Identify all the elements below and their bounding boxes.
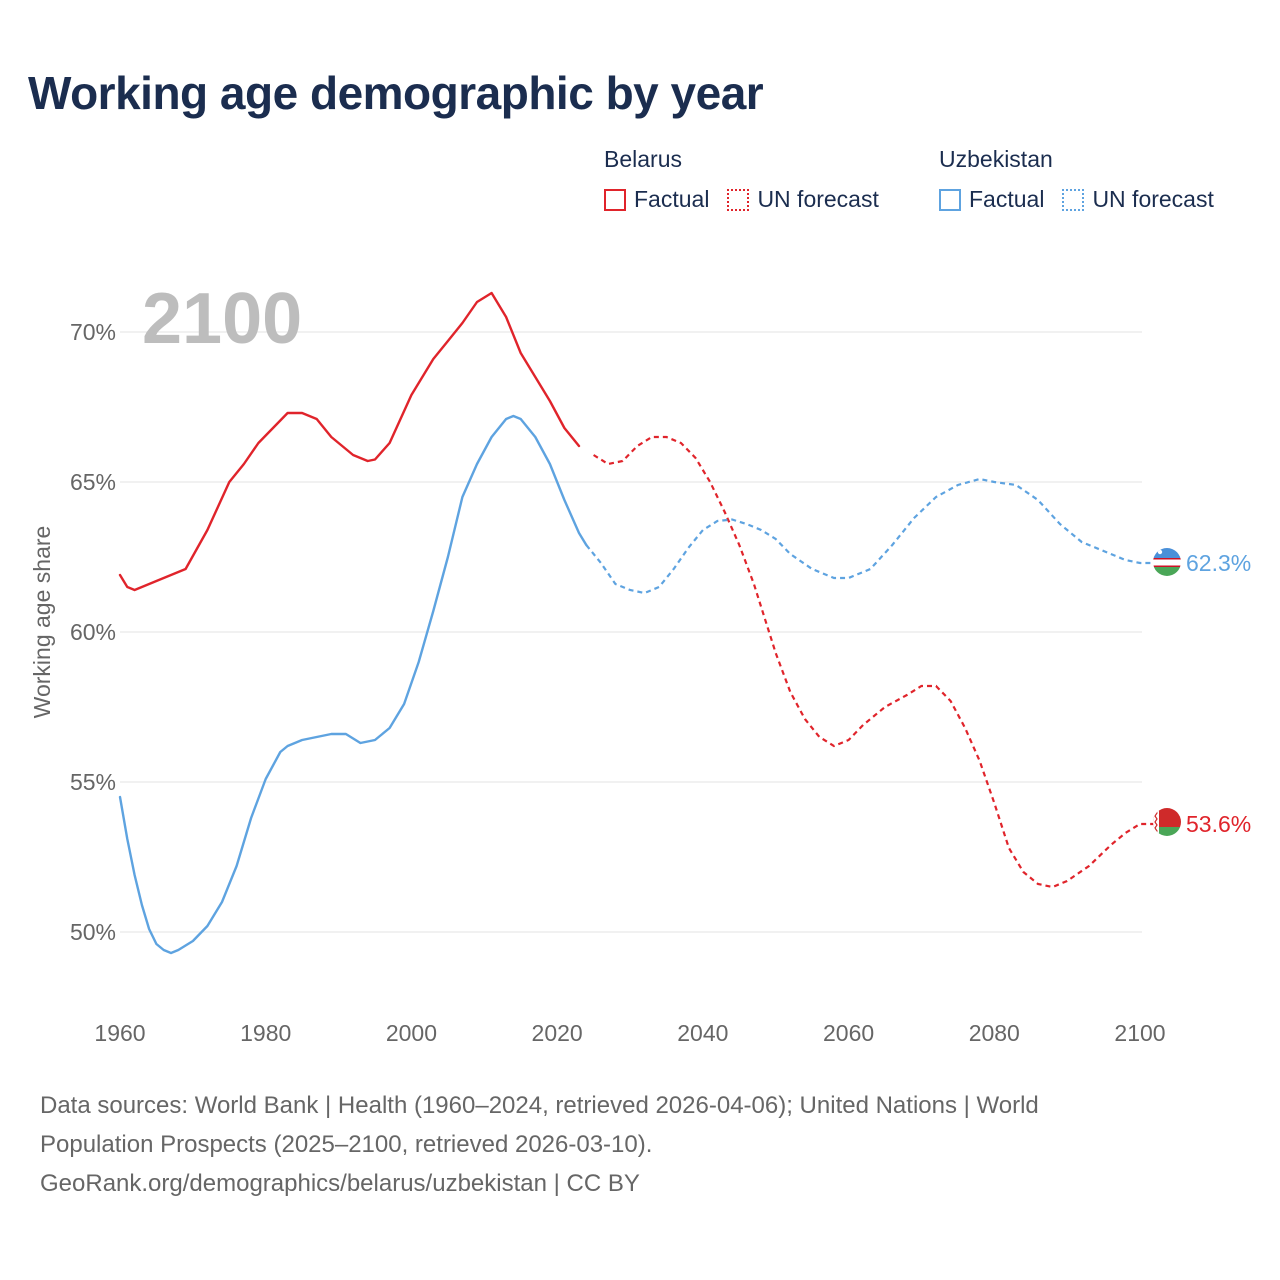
uzbekistan-flag-icon [1153,548,1181,576]
data-source-note: Data sources: World Bank | Health (1960–… [40,1086,1200,1203]
x-tick-label: 1960 [94,1020,145,1046]
chart-title: Working age demographic by year [28,67,764,119]
uzbekistan-factual-line[interactable] [118,414,588,955]
y-tick-label: 70% [70,319,116,345]
x-tick-label: 2000 [386,1020,437,1046]
swatch-solid [939,188,961,211]
source-line-3: GeoRank.org/demographics/belarus/uzbekis… [40,1170,640,1197]
belarus-forecast-line[interactable] [593,435,1162,889]
legend-country-name: Uzbekistan [939,146,1053,172]
legend-item-belarus-factual[interactable]: Factual [604,186,709,213]
source-line-2: Population Prospects (2025–2100, retriev… [40,1131,653,1158]
legend-item-belarus-forecast[interactable]: UN forecast [727,186,879,213]
x-tick-label: 1980 [240,1020,291,1046]
x-tick-label: 2060 [823,1020,874,1046]
y-tick-label: 65% [70,469,116,495]
year-watermark: 2100 [142,279,302,359]
legend-item-uzbekistan-factual[interactable]: Factual [939,186,1044,213]
y-tick-label: 55% [70,769,116,795]
x-tick-label: 2040 [677,1020,728,1046]
uzbekistan-forecast-line[interactable] [585,477,1162,595]
y-tick-label: 50% [70,919,116,945]
line-chart: 50% 55% 60% 65% 70% 1960 1980 2000 2020 2040 2060 2… [29,279,1251,1046]
swatch-dotted [1062,188,1085,211]
x-tick-label: 2080 [969,1020,1020,1046]
source-line-1: Data sources: World Bank | Health (1960–… [40,1092,1039,1119]
legend-label: Factual [969,186,1045,212]
x-tick-label: 2020 [532,1020,583,1046]
x-tick-label: 2100 [1114,1020,1165,1046]
legend-country-name: Belarus [604,146,682,172]
legend-group-uzbekistan: Uzbekistan Factual UN forecast [939,144,1232,213]
legend-group-belarus: Belarus Factual UN forecast [604,144,897,213]
y-tick-label: 60% [70,619,116,645]
legend-label: Factual [634,186,710,212]
swatch-solid [604,188,626,211]
legend-label: UN forecast [757,186,879,212]
y-axis-label: Working age share [29,526,55,719]
uzbekistan-end-value-label: 62.3% [1186,550,1251,576]
swatch-dotted [727,188,750,211]
legend-label: UN forecast [1092,186,1214,212]
belarus-factual-line[interactable] [118,291,581,592]
legend-item-uzbekistan-forecast[interactable]: UN forecast [1062,186,1214,213]
belarus-flag-icon [1153,808,1181,836]
belarus-end-value-label: 53.6% [1186,811,1251,837]
